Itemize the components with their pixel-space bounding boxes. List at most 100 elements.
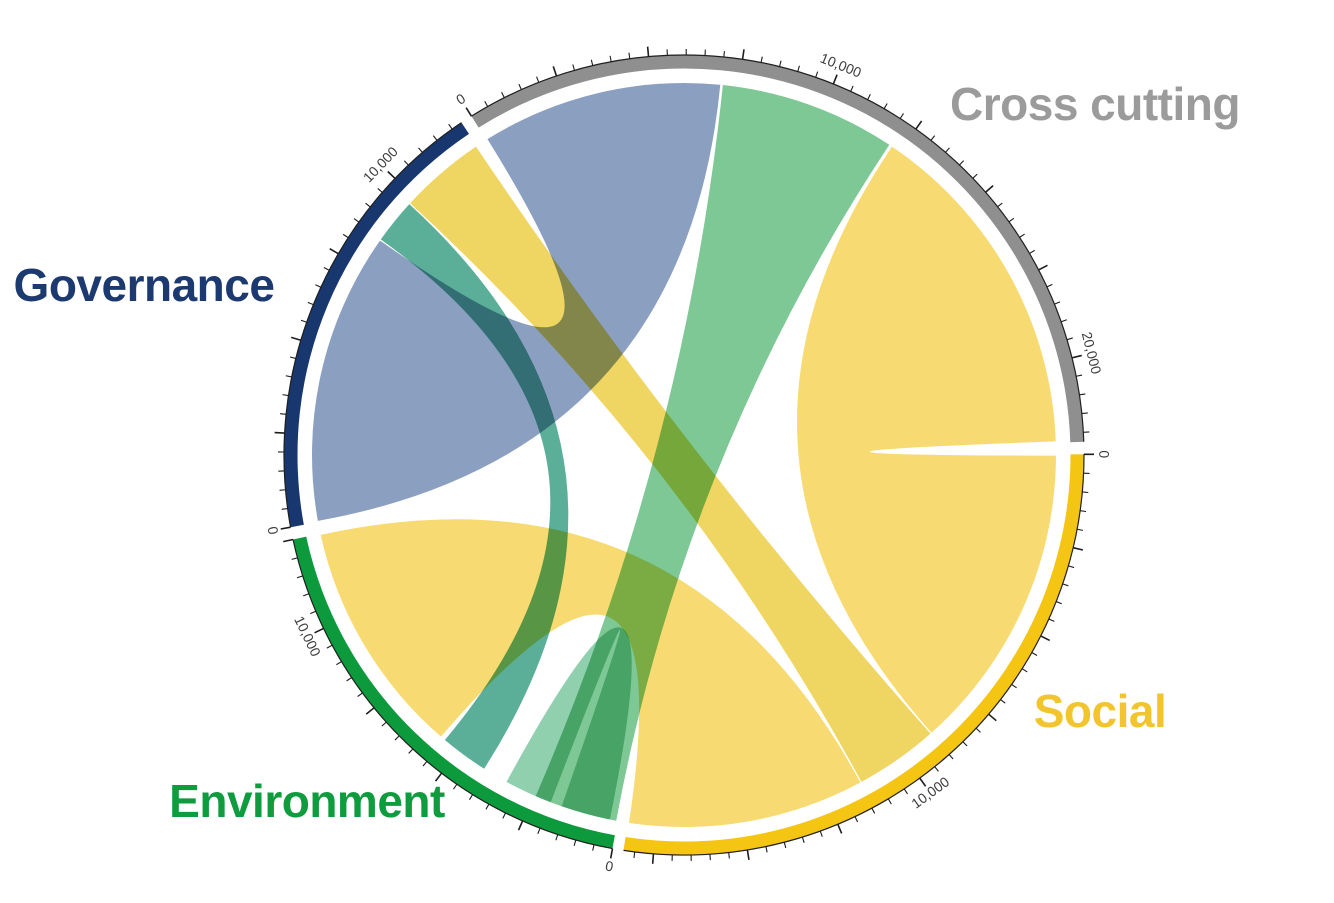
tick-social — [746, 849, 750, 860]
tick-social — [887, 798, 892, 805]
tick-governance — [448, 123, 453, 130]
tick-cross_cutting — [1019, 233, 1025, 238]
tick-social — [854, 816, 859, 823]
tick-label-social-0: 0 — [1096, 450, 1112, 458]
ribbon-governance-environment — [380, 204, 569, 769]
labels-layer: Governance Cross cutting Social Environment — [14, 78, 1241, 827]
tick-environment — [326, 644, 333, 649]
tick-cross_cutting — [867, 94, 871, 100]
tick-cross_cutting — [552, 66, 558, 77]
tick-cross_cutting — [1060, 319, 1067, 323]
tick-cross_cutting — [850, 85, 854, 92]
tick-social — [1048, 618, 1055, 622]
tick-governance — [289, 356, 296, 359]
tick-social — [1068, 565, 1075, 569]
arc-cross_cutting — [471, 54, 1084, 443]
tick-social — [1000, 699, 1006, 704]
tick-cross_cutting — [1081, 412, 1088, 415]
tick-environment — [394, 735, 400, 741]
tick-cross_cutting — [484, 101, 489, 107]
rim-environment — [292, 539, 613, 850]
tick-social — [1031, 652, 1038, 656]
tick-label-environment-0: 0 — [604, 857, 615, 874]
tick-social — [783, 842, 787, 849]
tick-cross_cutting — [930, 135, 936, 141]
tick-cross_cutting — [1071, 354, 1082, 359]
tick-social — [1011, 683, 1017, 689]
tick-social — [934, 766, 939, 772]
label-environment: Environment — [169, 775, 445, 827]
tick-environment — [555, 834, 559, 841]
rim-governance — [283, 122, 462, 528]
tick-governance — [282, 394, 289, 397]
tick-environment — [381, 721, 387, 727]
tick-social — [837, 823, 843, 834]
tick-governance — [315, 284, 322, 288]
tick-cross_cutting — [899, 113, 904, 119]
tick-social — [1072, 546, 1084, 551]
tick-social — [765, 846, 768, 853]
tick-environment — [592, 844, 595, 851]
tick-governance — [285, 375, 292, 378]
tick-governance — [300, 319, 307, 323]
tick-governance — [342, 233, 349, 239]
tick-governance — [365, 202, 371, 208]
tick-governance — [291, 336, 302, 342]
tick-governance — [279, 489, 286, 491]
arc-governance — [283, 122, 469, 528]
tick-governance — [403, 160, 409, 166]
tick-cross_cutting — [590, 59, 594, 66]
tick-environment — [357, 692, 363, 697]
tick-cross_cutting — [883, 103, 888, 109]
ribbon-environment-self — [506, 627, 632, 820]
tick-social — [919, 777, 927, 787]
ribbon-crosscutting-social — [797, 146, 1056, 733]
tick-governance — [432, 135, 438, 141]
tick-environment — [453, 783, 458, 790]
tick-social — [948, 754, 954, 760]
tick-environment — [365, 707, 375, 715]
tick-social — [871, 807, 876, 814]
tick-cross_cutting — [997, 202, 1003, 208]
label-governance: Governance — [14, 259, 275, 311]
tick-cross_cutting — [501, 92, 505, 98]
tick-environment — [336, 661, 342, 666]
tick-environment — [485, 803, 490, 810]
tick-environment — [573, 839, 577, 846]
tick-cross_cutting — [972, 173, 978, 179]
tick-governance — [418, 147, 423, 153]
tick-governance — [307, 301, 314, 306]
tick-cross_cutting — [609, 55, 612, 62]
tick-environment — [303, 593, 310, 597]
tick-environment — [408, 748, 414, 754]
tick-governance — [280, 526, 291, 530]
tick-environment — [609, 848, 614, 859]
tick-social — [1082, 491, 1089, 494]
tick-social — [1055, 601, 1062, 605]
label-cross_cutting: Cross cutting — [950, 78, 1240, 130]
tick-social — [975, 727, 981, 733]
tick-environment — [502, 812, 507, 819]
tick-governance — [387, 170, 396, 179]
tick-cross_cutting — [646, 46, 650, 57]
tick-cross_cutting — [741, 49, 745, 60]
tick-cross_cutting — [536, 76, 540, 83]
ribbons-layer — [311, 83, 1056, 827]
tick-social — [1021, 668, 1028, 673]
tick-cross_cutting — [815, 71, 819, 78]
tick-social — [1080, 510, 1087, 513]
tick-cross_cutting — [915, 120, 923, 130]
tick-label-governance-0: 0 — [265, 525, 282, 536]
tick-governance — [280, 413, 287, 415]
tick-cross_cutting — [1029, 249, 1035, 254]
tick-cross_cutting — [723, 50, 725, 58]
tick-cross_cutting — [628, 52, 631, 59]
tick-cross_cutting — [572, 64, 575, 71]
tick-social — [962, 741, 968, 747]
tick-cross_cutting — [1076, 374, 1083, 377]
tick-cross_cutting — [1066, 337, 1073, 341]
tick-governance — [353, 218, 360, 223]
tick-cross_cutting — [832, 74, 838, 85]
